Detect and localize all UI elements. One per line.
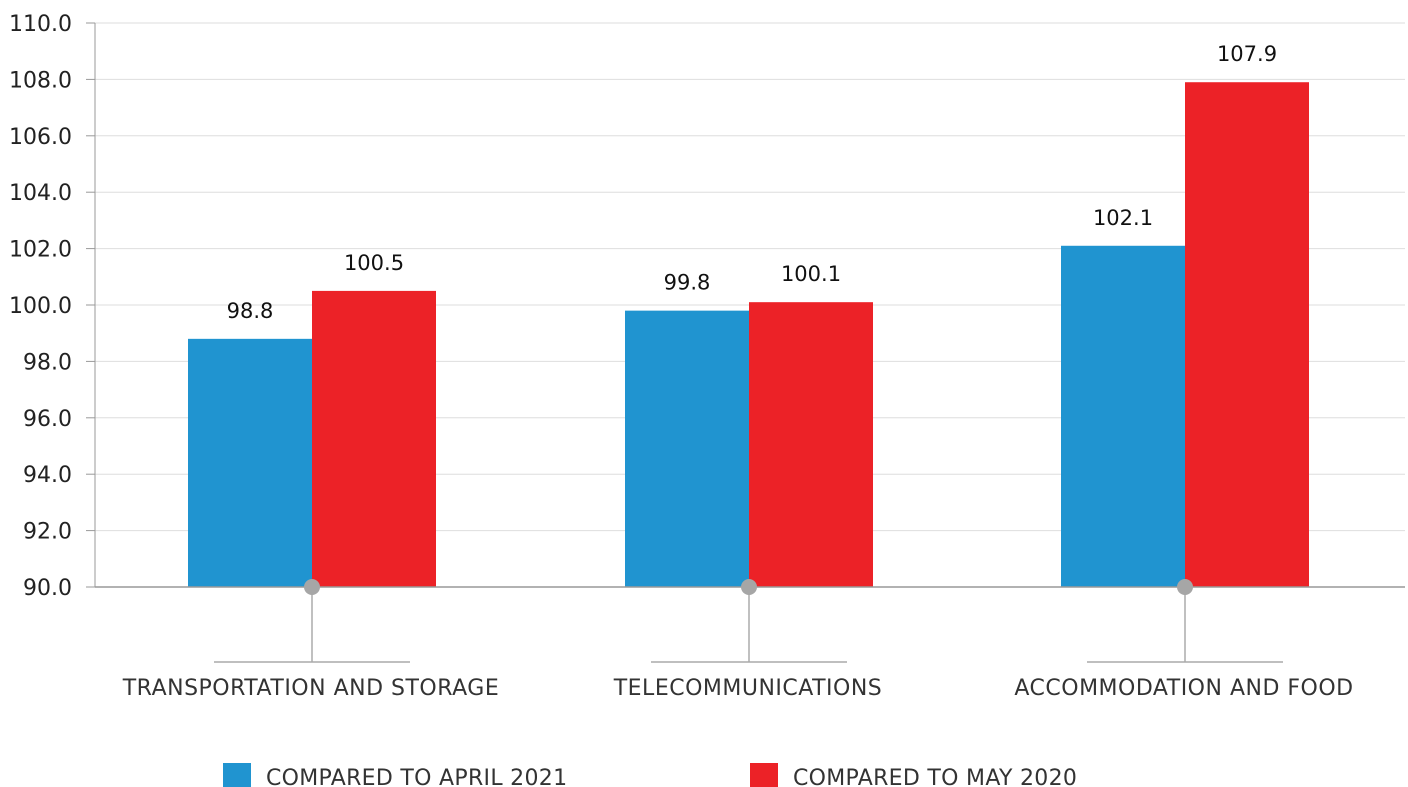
- y-tick-label: 102.0: [9, 238, 72, 263]
- y-tick-label: 90.0: [23, 576, 72, 601]
- y-tick-label: 104.0: [9, 181, 72, 206]
- data-label: 100.5: [344, 251, 404, 275]
- y-tick-label: 100.0: [9, 294, 72, 319]
- data-label: 100.1: [781, 262, 841, 286]
- y-tick-label: 98.0: [23, 350, 72, 375]
- data-label: 102.1: [1093, 206, 1153, 230]
- bar: [1185, 82, 1309, 587]
- y-tick-label: 110.0: [9, 12, 72, 37]
- legend-swatch-april-2021: [223, 763, 251, 787]
- category-label: ACCOMMODATION AND FOOD: [1014, 676, 1353, 701]
- category-label: TRANSPORTATION AND STORAGE: [122, 676, 500, 701]
- bar: [312, 290, 436, 587]
- bar: [188, 338, 312, 587]
- legend-label-april-2021: COMPARED TO APRIL 2021: [266, 766, 567, 787]
- bars: 98.8 99.8 102.1 100.5 100.1 107.9: [188, 42, 1309, 587]
- data-label: 99.8: [664, 271, 711, 295]
- bar: [625, 310, 749, 587]
- legend-swatch-may-2020: [750, 763, 778, 787]
- bar: [1061, 245, 1185, 587]
- y-tick-label: 96.0: [23, 407, 72, 432]
- legend-label-may-2020: COMPARED TO MAY 2020: [793, 766, 1077, 787]
- category-axis: TRANSPORTATION AND STORAGE TELECOMMUNICAT…: [122, 579, 1353, 701]
- y-tick-label: 94.0: [23, 463, 72, 488]
- y-tick-label: 108.0: [9, 68, 72, 93]
- bar: [749, 302, 873, 587]
- category-marker: [1177, 579, 1193, 595]
- category-marker: [304, 579, 320, 595]
- category-label: TELECOMMUNICATIONS: [613, 676, 883, 701]
- category-marker: [741, 579, 757, 595]
- data-label: 107.9: [1217, 42, 1277, 66]
- data-label: 98.8: [227, 299, 274, 323]
- y-axis-ticks: 90.0 92.0 94.0 96.0 98.0 100.0 102.0 104.0 106.0…: [9, 12, 95, 601]
- y-tick-label: 106.0: [9, 125, 72, 150]
- y-tick-label: 92.0: [23, 520, 72, 545]
- legend: COMPARED TO APRIL 2021 COMPARED TO MAY 2…: [223, 763, 1077, 787]
